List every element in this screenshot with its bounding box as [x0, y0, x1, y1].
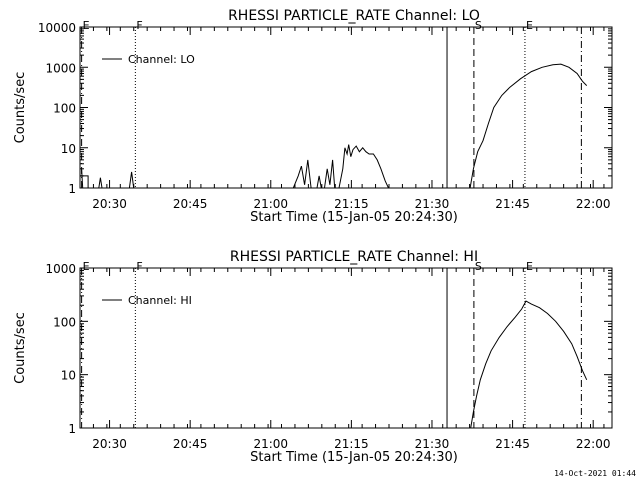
x-tick-label: 21:15	[334, 197, 369, 211]
series-line	[98, 177, 103, 188]
x-tick-label: 20:30	[92, 437, 127, 451]
chart-panel-1: RHESSI PARTICLE_RATE Channel: HI 20:30 20:…	[13, 249, 613, 465]
x-tick-label: 22:00	[576, 437, 611, 451]
chart-title: RHESSI PARTICLE_RATE Channel: HI	[230, 249, 478, 265]
plot-frame	[79, 26, 613, 189]
x-tick-label: 20:45	[173, 197, 208, 211]
y-tick-label: 10000	[38, 21, 76, 35]
y-tick-label: 1000	[45, 262, 76, 276]
series-line	[292, 159, 312, 188]
plot-frame	[79, 267, 613, 429]
x-tick-label: 20:45	[173, 437, 208, 451]
x-tick-label: 21:45	[495, 197, 530, 211]
y-tick-label: 1	[68, 422, 76, 436]
event-marker-label: E	[526, 260, 533, 273]
series-line	[324, 159, 336, 188]
x-tick-label: 21:00	[253, 197, 288, 211]
x-tick-label: 21:15	[334, 437, 369, 451]
x-tick-label: 20:30	[92, 197, 127, 211]
event-marker-label: F	[136, 19, 142, 32]
series-group	[80, 63, 588, 188]
y-tick-label: 10	[61, 369, 76, 383]
y-tick-label: 100	[53, 315, 76, 329]
series-line	[338, 144, 389, 188]
x-axis-label: Start Time (15-Jan-05 20:24:30)	[250, 450, 458, 465]
event-marker-label: E	[526, 19, 533, 32]
series-line	[80, 175, 92, 188]
y-tick-label: 1	[68, 182, 76, 196]
legend-label: Channel: HI	[128, 294, 192, 307]
x-tick-label: 21:30	[415, 437, 450, 451]
y-axis-label: Counts/sec	[13, 312, 28, 384]
y-axis-label: Counts/sec	[13, 72, 28, 144]
chart-title: RHESSI PARTICLE_RATE Channel: LO	[228, 8, 480, 24]
x-axis-label: Start Time (15-Jan-05 20:24:30)	[250, 210, 458, 225]
series-line	[470, 300, 588, 428]
series-line	[128, 171, 135, 188]
series-group	[470, 300, 588, 428]
event-marker-label: E	[83, 260, 90, 273]
event-marker-label: F	[136, 260, 142, 273]
y-tick-label: 1000	[45, 61, 76, 75]
x-tick-label: 21:30	[415, 197, 450, 211]
x-tick-label: 22:00	[576, 197, 611, 211]
y-tick-label: 100	[53, 102, 76, 116]
footer-timestamp: 14-Oct-2021 01:44	[554, 469, 636, 478]
event-marker-label: S	[475, 19, 482, 32]
event-marker-label: E	[83, 19, 90, 32]
series-line	[316, 175, 322, 188]
x-tick-label: 21:45	[495, 437, 530, 451]
chart-panel-0: RHESSI PARTICLE_RATE Channel: LO 20:30 20:…	[13, 8, 613, 225]
series-line	[81, 168, 84, 188]
event-marker-label: S	[475, 260, 482, 273]
x-tick-label: 21:00	[253, 437, 288, 451]
legend-label: Channel: LO	[128, 53, 195, 66]
series-line	[469, 63, 588, 188]
y-tick-label: 10	[61, 142, 76, 156]
